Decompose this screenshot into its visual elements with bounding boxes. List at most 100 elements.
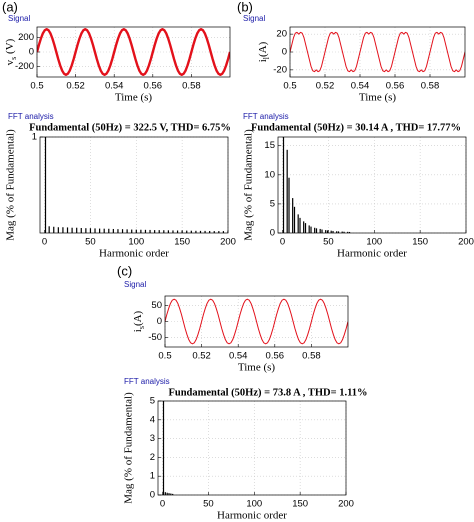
harmonic-bar: [71, 227, 73, 233]
x-tick-label: 150: [174, 237, 190, 248]
y-tick-label: 5: [270, 198, 275, 209]
harmonic-bar: [140, 229, 142, 233]
harmonic-bar: [181, 230, 183, 233]
harmonic-bar: [57, 227, 59, 233]
x-tick-label: 100: [246, 499, 262, 510]
x-tick-label: 50: [85, 237, 96, 248]
x-tick-label: 0.56: [266, 351, 285, 362]
chart-title: Fundamental (50Hz) = 322.5 V, THD= 6.75%: [29, 122, 231, 133]
x-tick-label: 0.56: [144, 81, 163, 92]
harmonic-bar: [62, 227, 64, 233]
signal-line: [165, 298, 348, 345]
harmonic-bar: [103, 228, 105, 233]
harmonic-bar: [166, 492, 168, 495]
x-tick-label: 100: [128, 237, 144, 248]
x-axis-label: Time (s): [238, 362, 276, 374]
y-axis-label-part: (V): [4, 38, 16, 56]
plot-frame: [39, 136, 229, 234]
harmonic-bar: [99, 228, 101, 233]
harmonic-bar: [135, 229, 137, 233]
harmonic-bar: [168, 493, 170, 495]
x-tick-label: 0.52: [66, 81, 85, 92]
harmonic-bar: [89, 228, 92, 233]
harmonic-bar: [172, 493, 174, 495]
x-tick-label: 100: [366, 237, 382, 248]
harmonic-bar: [112, 228, 114, 233]
y-axis-label: is(A): [132, 310, 147, 332]
y-axis-label-part: (A): [257, 41, 269, 57]
y-axis-label-part: s: [9, 57, 18, 60]
y-tick-label: 1: [150, 471, 155, 482]
harmonic-bar: [213, 231, 215, 233]
y-axis-label: Mag (% of Fundamental): [5, 129, 17, 241]
harmonic-bar: [288, 177, 290, 233]
section-label: FFT analysis: [243, 112, 289, 121]
harmonic-bar: [299, 217, 301, 233]
harmonic-bar: [282, 137, 285, 233]
plot-marks: [290, 31, 465, 73]
plot-frame: [289, 26, 466, 78]
harmonic-bar: [319, 228, 321, 233]
y-axis-label-part: v: [4, 59, 16, 65]
x-tick-label: 0: [160, 499, 165, 510]
y-tick-label: 1: [32, 132, 37, 143]
y-tick-label: 0: [150, 490, 155, 501]
harmonic-bar: [80, 228, 82, 233]
x-tick-label: 0.58: [182, 81, 201, 92]
y-tick-label: 2: [150, 452, 155, 463]
y-axis-label-part: i: [257, 59, 269, 62]
x-axis-label: Harmonic order: [99, 248, 169, 260]
plot-marks: [282, 137, 351, 233]
x-tick-label: 0.5: [283, 81, 296, 92]
harmonic-bar: [158, 230, 160, 233]
harmonic-bar: [108, 228, 110, 233]
harmonic-bar: [315, 228, 318, 233]
harmonic-bar: [218, 231, 220, 233]
y-tick-label: 0: [29, 47, 34, 58]
harmonic-bar: [66, 227, 69, 233]
y-tick-label: 0: [282, 47, 287, 58]
harmonic-bar: [314, 227, 316, 233]
y-axis-label-part: i: [132, 329, 144, 332]
x-tick-label: 50: [323, 237, 334, 248]
harmonic-bar: [297, 214, 299, 233]
harmonic-bar: [94, 228, 96, 233]
harmonic-bar: [53, 226, 55, 233]
harmonic-bar: [326, 230, 329, 233]
signal-line: [290, 31, 465, 73]
y-axis-label-part: s: [137, 326, 146, 329]
harmonic-bar: [48, 226, 50, 233]
y-tick-label: -20: [273, 64, 287, 75]
harmonic-bar: [162, 401, 165, 495]
y-tick-label: 0: [270, 228, 275, 239]
plot-marks: [165, 298, 348, 345]
chart-title: Fundamental (50Hz) = 30.14 A , THD= 17.7…: [251, 122, 461, 133]
harmonic-bar: [348, 231, 351, 233]
panel-label: (c): [117, 263, 132, 278]
x-axis-label: Harmonic order: [217, 510, 287, 522]
y-tick-label: -200: [15, 61, 34, 72]
harmonic-bar: [199, 230, 202, 233]
harmonic-bar: [117, 229, 119, 233]
x-tick-label: 0.5: [158, 351, 171, 362]
x-tick-label: 200: [458, 237, 474, 248]
harmonic-bar: [336, 231, 338, 233]
section-label: FFT analysis: [8, 112, 54, 121]
harmonic-bar: [293, 206, 296, 233]
x-axis-label: Harmonic order: [337, 248, 407, 260]
x-axis-label: Time (s): [115, 92, 153, 104]
harmonic-bar: [76, 227, 78, 233]
harmonic-bar: [126, 229, 128, 233]
x-tick-label: 0.52: [192, 351, 211, 362]
plot-area: [40, 137, 228, 233]
y-axis-label: vs (V): [4, 38, 19, 65]
chart-title: Fundamental (50Hz) = 73.8 A , THD= 1.11%: [168, 387, 367, 398]
x-tick-label: 0: [280, 237, 285, 248]
harmonic-bar: [209, 230, 211, 233]
plot-frame: [277, 136, 467, 234]
x-tick-label: 0.5: [30, 81, 43, 92]
x-tick-label: 0.58: [302, 351, 321, 362]
y-tick-label: 3: [150, 433, 155, 444]
harmonic-bar: [292, 198, 294, 233]
